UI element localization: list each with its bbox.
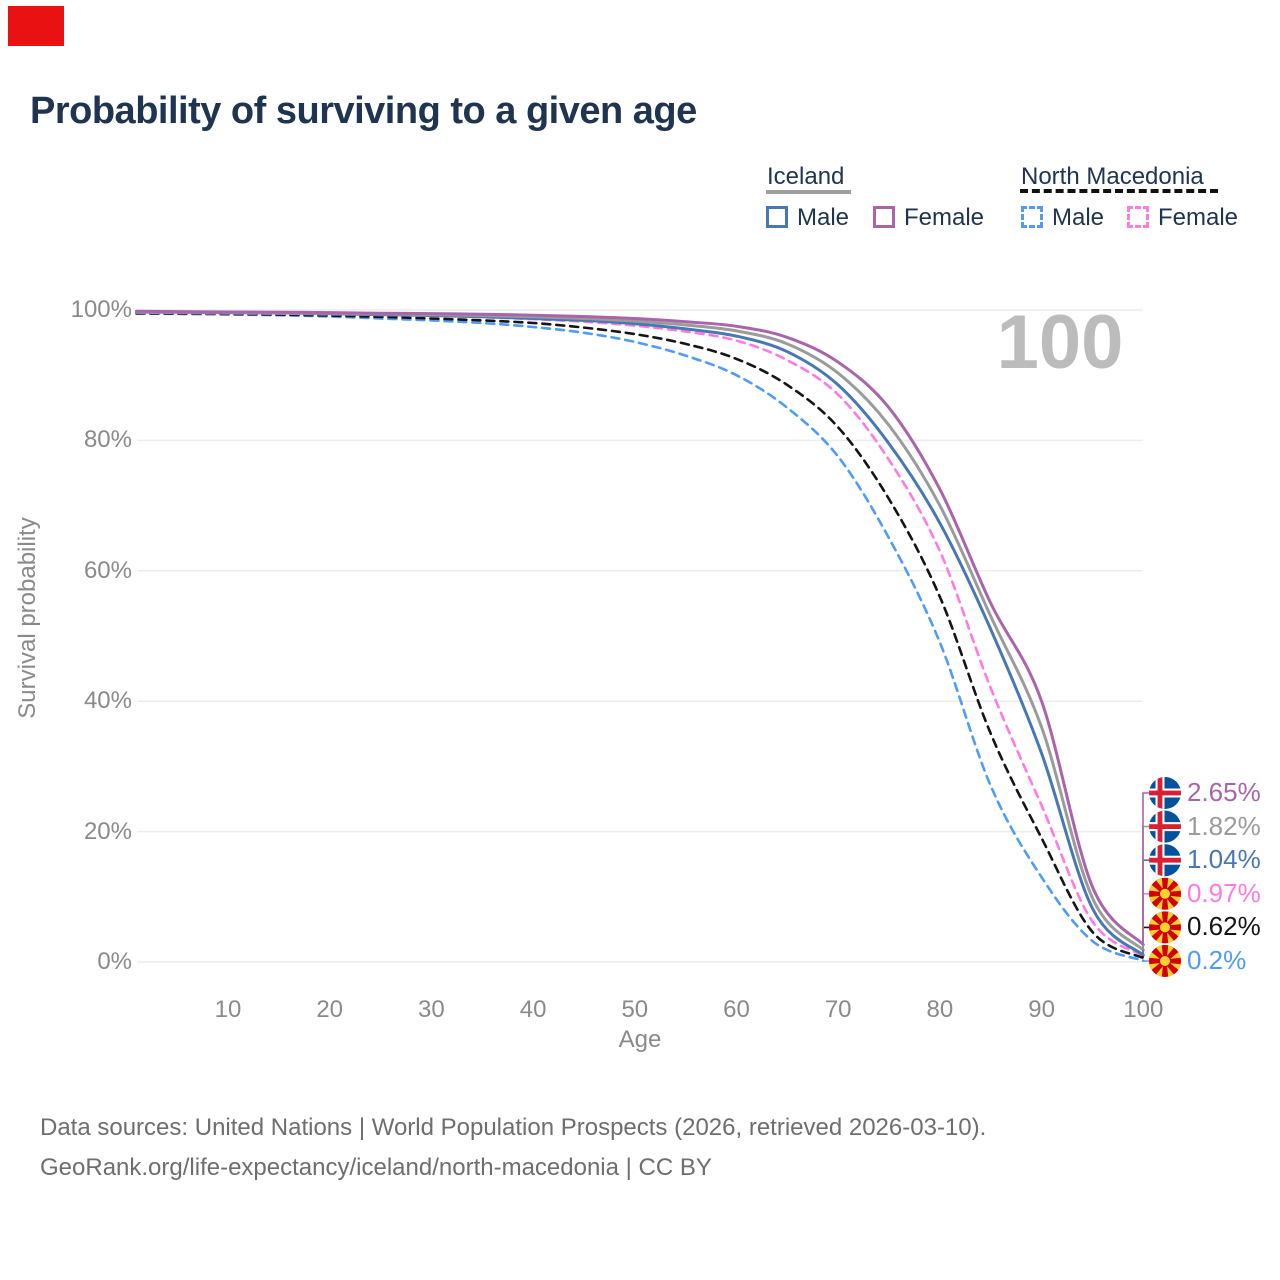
iceland-flag-icon xyxy=(1149,777,1181,809)
x-tick-label: 100 xyxy=(1123,996,1164,1023)
x-axis-title: Age xyxy=(618,1026,662,1053)
legend-swatch-iceland-male[interactable] xyxy=(766,206,788,228)
end-value-label-iceland-female: 2.65% xyxy=(1187,777,1261,807)
end-label-connector xyxy=(1142,825,1149,951)
north-macedonia-flag-icon xyxy=(1149,945,1181,977)
end-value-label-iceland-male: 1.04% xyxy=(1187,844,1261,875)
x-tick-label: 70 xyxy=(824,996,852,1023)
iceland-flag-icon xyxy=(1149,810,1181,843)
page-title: Probability of surviving to a given age xyxy=(30,90,697,132)
x-tick-label: 20 xyxy=(316,996,344,1023)
north-macedonia-flag-icon xyxy=(1149,911,1181,944)
legend-group-north-macedonia-label: North Macedonia xyxy=(1021,163,1204,190)
end-label-connector xyxy=(1142,792,1149,945)
x-tick-label: 90 xyxy=(1028,996,1055,1023)
x-tick-label: 60 xyxy=(723,996,750,1023)
end-label-connector xyxy=(1142,893,1149,956)
curve-iceland-male xyxy=(135,310,1145,957)
legend-label-iceland-female[interactable]: Female xyxy=(904,204,985,231)
footer: Data sources: United Nations | World Pop… xyxy=(40,1108,986,1188)
curve-north-macedonia-male xyxy=(135,312,1145,962)
y-axis-title: Survival probability xyxy=(14,517,41,719)
legend-label-nm-female[interactable]: Female xyxy=(1158,204,1239,231)
y-tick-label: 60% xyxy=(83,556,132,584)
curve-north-macedonia-female xyxy=(135,311,1145,957)
x-tick-label: 10 xyxy=(214,996,242,1023)
y-tick-label: 80% xyxy=(83,426,132,454)
footer-url-line: GeoRank.org/life-expectancy/iceland/nort… xyxy=(40,1154,712,1181)
curve-iceland-female xyxy=(135,309,1145,947)
end-value-label-north-macedonia-male: 0.2% xyxy=(1187,945,1247,975)
end-value-label-north-macedonia-all: 0.62% xyxy=(1187,911,1261,942)
legend-swatch-nm-female[interactable] xyxy=(1127,206,1149,228)
x-tick-label: 40 xyxy=(519,996,547,1023)
legend-label-nm-male[interactable]: Male xyxy=(1052,204,1105,231)
iceland-flag-icon xyxy=(1149,844,1181,877)
x-tick-label: 30 xyxy=(418,996,445,1023)
y-tick-label: 20% xyxy=(83,817,132,845)
north-macedonia-flag-icon xyxy=(1149,877,1181,910)
legend-label-iceland-male[interactable]: Male xyxy=(797,204,850,231)
red-marker-overlay xyxy=(8,6,64,46)
end-value-label-north-macedonia-female: 0.97% xyxy=(1187,877,1261,908)
legend-iceland-underline xyxy=(766,190,851,194)
end-label-connector xyxy=(1142,859,1149,956)
legend-north-macedonia-underline xyxy=(1020,189,1218,193)
footer-sources-line: Data sources: United Nations | World Pop… xyxy=(40,1114,987,1141)
legend-swatch-nm-male[interactable] xyxy=(1021,206,1043,228)
x-tick-label: 50 xyxy=(621,996,649,1023)
legend-group-iceland-label: Iceland xyxy=(767,163,845,190)
legend-swatch-iceland-female[interactable] xyxy=(873,206,895,228)
y-tick-label: 0% xyxy=(97,948,132,975)
y-tick-label: 100% xyxy=(70,296,132,323)
end-value-label-iceland-all: 1.82% xyxy=(1187,810,1261,841)
end-label-connector xyxy=(1142,926,1149,958)
y-tick-label: 40% xyxy=(83,687,132,715)
watermark-100: 100 xyxy=(997,300,1124,385)
x-tick-label: 80 xyxy=(926,996,954,1023)
